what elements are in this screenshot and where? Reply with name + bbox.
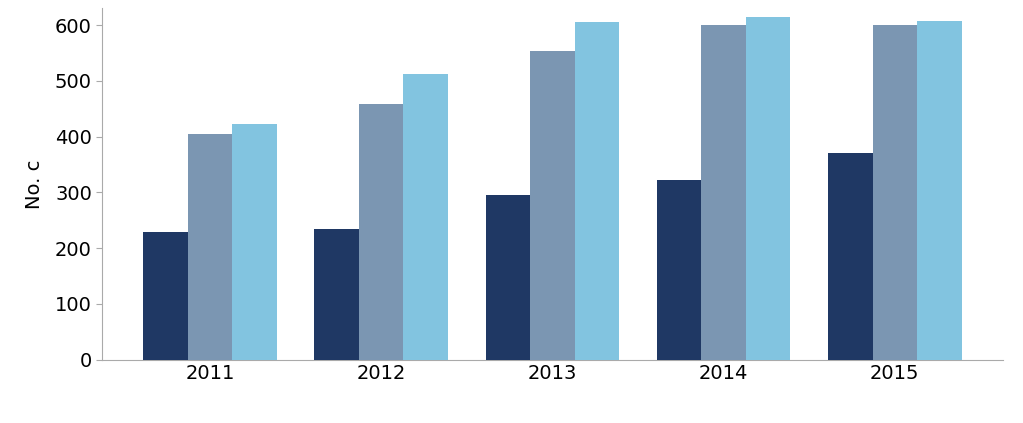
Bar bbox=[530, 51, 575, 360]
Bar bbox=[403, 74, 448, 360]
Bar bbox=[314, 228, 359, 360]
Bar bbox=[486, 195, 530, 360]
Bar bbox=[657, 180, 702, 360]
Bar bbox=[828, 154, 873, 360]
Bar bbox=[359, 104, 403, 360]
Bar bbox=[702, 25, 746, 360]
Bar bbox=[746, 17, 791, 360]
Bar bbox=[873, 25, 917, 360]
Bar bbox=[188, 134, 232, 360]
Y-axis label: No. c: No. c bbox=[25, 159, 44, 209]
Bar bbox=[232, 124, 277, 360]
Bar bbox=[917, 21, 962, 360]
Bar bbox=[143, 233, 188, 360]
Bar bbox=[575, 22, 619, 360]
